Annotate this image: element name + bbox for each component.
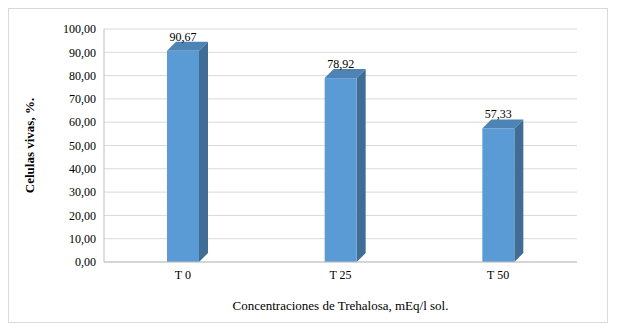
svg-text:30,00: 30,00 — [69, 185, 96, 199]
svg-text:70,00: 70,00 — [69, 92, 96, 106]
svg-text:90,00: 90,00 — [69, 46, 96, 60]
svg-text:20,00: 20,00 — [69, 209, 96, 223]
svg-text:10,00: 10,00 — [69, 232, 96, 246]
svg-text:Celulas vivas, %.: Celulas vivas, %. — [22, 98, 37, 193]
svg-text:50,00: 50,00 — [69, 139, 96, 153]
svg-text:90,67: 90,67 — [170, 30, 197, 44]
svg-text:T 0: T 0 — [175, 268, 191, 282]
svg-text:78,92: 78,92 — [327, 57, 354, 71]
svg-text:T 50: T 50 — [487, 268, 509, 282]
svg-text:Concentraciones de Trehalosa,: Concentraciones de Trehalosa, mEq/l sol. — [233, 298, 449, 313]
svg-text:40,00: 40,00 — [69, 162, 96, 176]
svg-text:57,33: 57,33 — [485, 107, 512, 121]
svg-text:100,00: 100,00 — [63, 22, 96, 36]
svg-text:80,00: 80,00 — [69, 69, 96, 83]
svg-text:T 25: T 25 — [329, 268, 351, 282]
svg-text:0,00: 0,00 — [75, 255, 96, 269]
svg-text:60,00: 60,00 — [69, 115, 96, 129]
